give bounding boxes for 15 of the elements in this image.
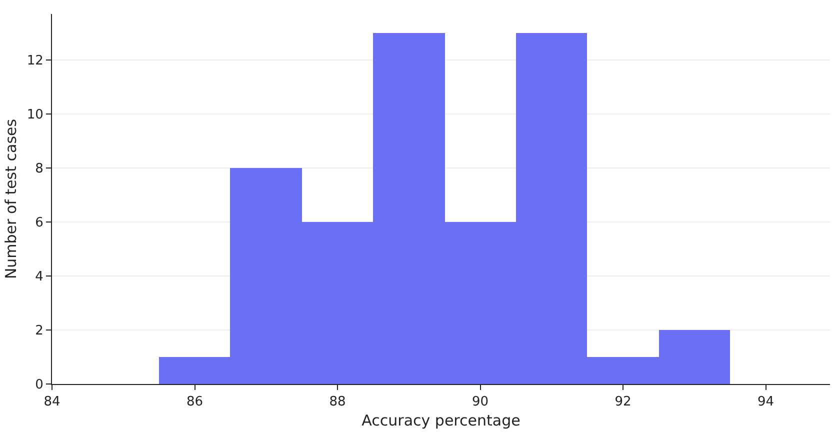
x-axis-title: Accuracy percentage <box>362 412 520 430</box>
y-tick-label: 2 <box>35 324 44 339</box>
y-axis-title: Number of test cases <box>2 118 20 280</box>
x-tick-label: 86 <box>186 394 204 410</box>
x-tick-label: 88 <box>329 394 346 410</box>
x-tick-label: 90 <box>472 394 489 410</box>
x-tick-label: 84 <box>44 394 60 410</box>
x-tick-label: 94 <box>757 394 774 410</box>
y-tick-label: 4 <box>35 270 44 285</box>
y-tick-label: 10 <box>26 107 44 122</box>
y-tick-label: 0 <box>35 378 44 393</box>
y-tick-label: 12 <box>26 53 44 68</box>
y-tick-label: 8 <box>35 161 44 176</box>
x-tick-label: 92 <box>614 394 632 410</box>
y-tick-label: 6 <box>35 216 44 231</box>
